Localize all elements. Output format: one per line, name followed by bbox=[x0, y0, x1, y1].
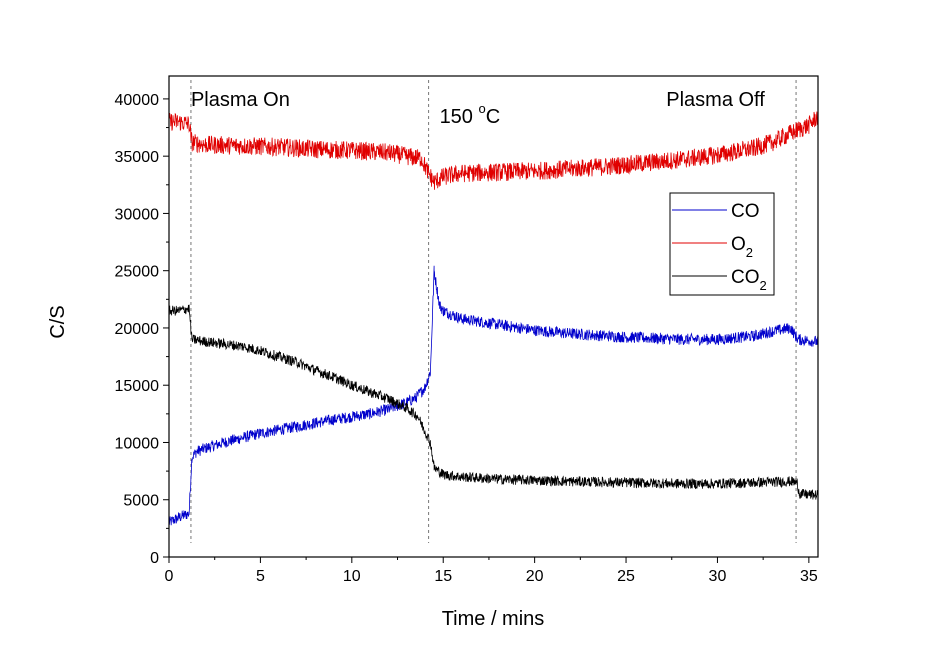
series-O2 bbox=[168, 111, 819, 190]
annotation-1-sup: o bbox=[479, 101, 486, 116]
series-line-CO bbox=[168, 265, 819, 526]
y-tick-label-7: 35000 bbox=[115, 149, 160, 166]
series-line-CO2 bbox=[168, 304, 819, 500]
x-tick-label-2: 10 bbox=[343, 568, 361, 585]
plot-frame bbox=[168, 75, 819, 558]
annotation-1-unit: C bbox=[486, 106, 500, 128]
y-tick-label-0: 0 bbox=[150, 550, 159, 567]
series-CO2 bbox=[168, 304, 819, 500]
legend-label-CO: CO bbox=[731, 201, 760, 222]
legend-label-sub-CO2: 2 bbox=[760, 278, 767, 293]
x-axis-title: Time / mins bbox=[442, 608, 545, 630]
x-tick-label-5: 25 bbox=[617, 568, 635, 585]
legend-label-main-O2: O bbox=[731, 234, 746, 255]
x-tick-label-6: 30 bbox=[709, 568, 727, 585]
x-tick-label-4: 20 bbox=[526, 568, 544, 585]
legend-label-CO2: CO2 bbox=[731, 267, 767, 293]
y-axis: 0 5000 10000 15000 20000 25000 30000 35000 40000 bbox=[115, 92, 169, 567]
x-axis: 0 5 10 15 20 25 30 35 bbox=[165, 557, 818, 585]
annotation-2: Plasma Off bbox=[666, 89, 765, 111]
y-tick-label-8: 40000 bbox=[115, 92, 160, 109]
y-tick-label-6: 30000 bbox=[115, 206, 160, 223]
x-tick-label-3: 15 bbox=[434, 568, 452, 585]
x-tick-label-7: 35 bbox=[800, 568, 818, 585]
y-tick-label-5: 25000 bbox=[115, 264, 160, 281]
y-tick-label-3: 15000 bbox=[115, 378, 160, 395]
legend-label-main-CO2: CO bbox=[731, 267, 760, 288]
series-layer bbox=[168, 111, 819, 526]
annotation-1: 150 oC bbox=[440, 101, 501, 128]
legend-label-O2: O2 bbox=[731, 234, 753, 260]
y-tick-label-2: 10000 bbox=[115, 435, 160, 452]
x-tick-label-1: 5 bbox=[256, 568, 265, 585]
series-CO bbox=[168, 265, 819, 526]
y-tick-label-4: 20000 bbox=[115, 321, 160, 338]
annotation-0: Plasma On bbox=[191, 89, 290, 111]
y-tick-label-1: 5000 bbox=[123, 493, 159, 510]
vertical-markers bbox=[190, 80, 797, 543]
y-axis-title: C/S bbox=[47, 305, 69, 338]
series-line-O2 bbox=[168, 111, 819, 190]
legend-label-sub-O2: 2 bbox=[746, 245, 753, 260]
annotations: Plasma On 150 oC Plasma Off bbox=[191, 89, 765, 128]
x-tick-label-0: 0 bbox=[165, 568, 174, 585]
